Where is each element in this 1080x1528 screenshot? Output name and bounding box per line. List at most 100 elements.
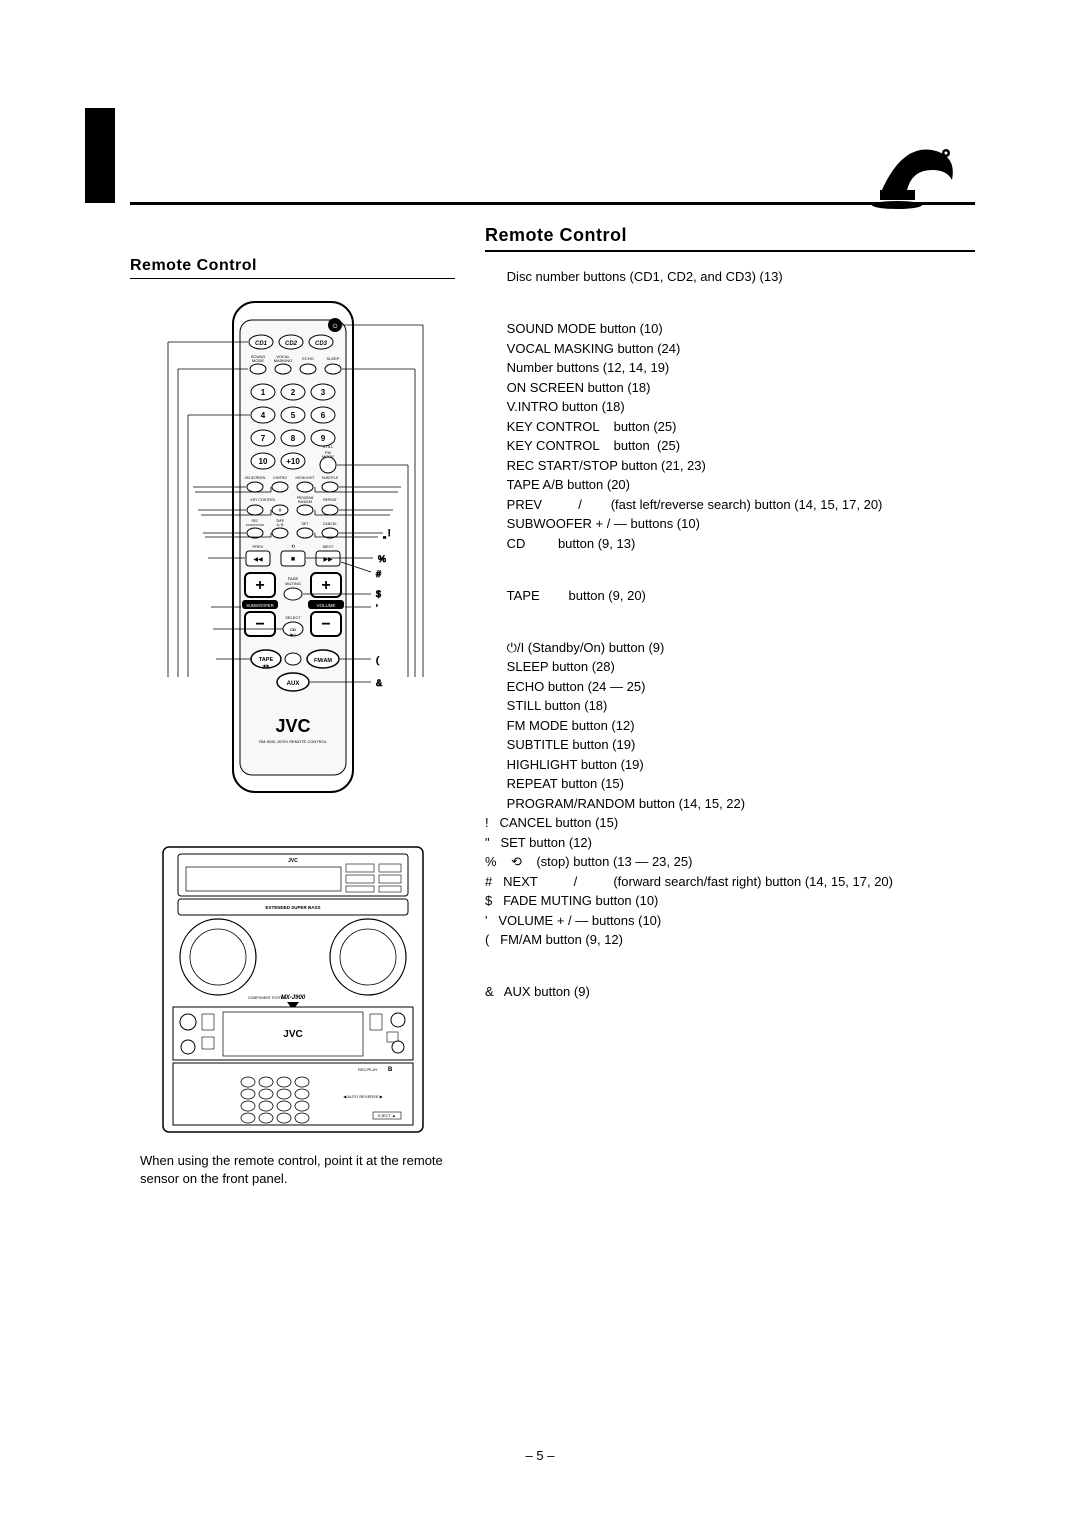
svg-text:+: + <box>255 577 264 594</box>
svg-text:ECHO: ECHO <box>302 356 314 361</box>
list-item: ⏻/I (Standby/On) button (9) <box>485 638 975 658</box>
svg-text:CD1: CD1 <box>254 341 267 347</box>
list-item: ECHO button (24 — 25) <box>485 677 975 697</box>
list-item: # NEXT / (forward search/fast right) but… <box>485 872 975 892</box>
list-item: ' VOLUME + / — buttons (10) <box>485 911 975 931</box>
list-item: FM MODE button (12) <box>485 716 975 736</box>
svg-text:◀ AUTO REVERSE ▶: ◀ AUTO REVERSE ▶ <box>343 1094 383 1099</box>
list-item <box>485 963 975 983</box>
svg-text:SLEEP: SLEEP <box>326 356 339 361</box>
svg-text:FM/AM: FM/AM <box>313 658 331 664</box>
svg-text:STILL: STILL <box>322 444 333 449</box>
list-item <box>485 300 975 320</box>
svg-text:NEXT: NEXT <box>322 544 333 549</box>
svg-text:+10: +10 <box>286 457 300 466</box>
left-caption: When using the remote control, point it … <box>130 1152 455 1187</box>
svg-text:−: − <box>255 616 264 633</box>
list-item: TAPE button (9, 20) <box>485 586 975 606</box>
list-item <box>485 566 975 586</box>
list-item: Disc number buttons (CD1, CD2, and CD3) … <box>485 267 975 287</box>
svg-text:SUBWOOFER: SUBWOOFER <box>246 603 273 608</box>
svg-text:": " <box>383 535 386 545</box>
list-item: STILL button (18) <box>485 696 975 716</box>
svg-text:JVC: JVC <box>283 1029 302 1040</box>
list-item: SUBWOOFER + / — buttons (10) <box>485 514 975 534</box>
list-item: REC START/STOP button (21, 23) <box>485 456 975 476</box>
top-divider <box>130 202 975 205</box>
svg-text:2: 2 <box>290 388 295 397</box>
svg-text:%: % <box>378 554 386 564</box>
svg-text:REC/PLAY: REC/PLAY <box>358 1067 378 1072</box>
list-item: ( FM/AM button (9, 12) <box>485 930 975 950</box>
svg-text:▶II: ▶II <box>290 632 295 637</box>
svg-text:KEY CONTROL: KEY CONTROL <box>250 498 275 502</box>
svg-text:PREV: PREV <box>252 544 263 549</box>
svg-text:HIGHLIGHT: HIGHLIGHT <box>295 476 315 480</box>
remote-diagram: ⏻ CD1 CD2 CD3 SOUND MODE VOCAL MASKING E… <box>130 287 455 817</box>
svg-text:#: # <box>278 508 281 514</box>
svg-text:CD3: CD3 <box>314 341 327 347</box>
left-section-title: Remote Control <box>130 257 455 279</box>
list-item: ON SCREEN button (18) <box>485 378 975 398</box>
svg-text:5: 5 <box>290 411 295 420</box>
svg-text:◀ ▶: ◀ ▶ <box>262 663 270 668</box>
svg-text:⏻: ⏻ <box>332 323 337 330</box>
list-item <box>485 618 975 638</box>
svg-text:EJECT ▲: EJECT ▲ <box>378 1113 396 1118</box>
svg-text:7: 7 <box>260 434 265 443</box>
svg-text:10: 10 <box>258 457 267 466</box>
svg-text:9: 9 <box>320 434 325 443</box>
list-item: TAPE A/B button (20) <box>485 475 975 495</box>
list-item: SOUND MODE button (10) <box>485 319 975 339</box>
list-item: " SET button (12) <box>485 833 975 853</box>
list-item: & AUX button (9) <box>485 982 975 1002</box>
svg-text:!: ! <box>388 528 391 538</box>
list-item: SLEEP button (28) <box>485 657 975 677</box>
svg-text:': ' <box>376 603 378 613</box>
svg-text:A / B: A / B <box>276 523 283 527</box>
svg-text:3: 3 <box>320 388 325 397</box>
svg-text:RM-SMX-J970V REMOTE CONTROL: RM-SMX-J970V REMOTE CONTROL <box>259 739 328 744</box>
svg-text:VOLUME: VOLUME <box>316 603 335 608</box>
svg-text:CD2: CD2 <box>284 341 297 347</box>
list-item: ! CANCEL button (15) <box>485 813 975 833</box>
list-item: PROGRAM/RANDOM button (14, 15, 22) <box>485 794 975 814</box>
svg-text:#: # <box>376 569 381 579</box>
svg-text:SET: SET <box>301 522 309 526</box>
svg-text:SELECT: SELECT <box>285 615 301 620</box>
button-description-list: Disc number buttons (CD1, CD2, and CD3) … <box>485 267 975 1002</box>
list-item: KEY CONTROL button (25) <box>485 417 975 437</box>
svg-text:COMPONENT SYSTEM: COMPONENT SYSTEM <box>248 996 286 1000</box>
svg-text:6: 6 <box>320 411 325 420</box>
svg-text:■: ■ <box>290 556 294 563</box>
list-item: CD button (9, 13) <box>485 534 975 554</box>
svg-text:EXTENDED SUPER BASS: EXTENDED SUPER BASS <box>265 905 320 910</box>
list-item: V.INTRO button (18) <box>485 397 975 417</box>
gramophone-icon <box>872 135 962 210</box>
svg-text:◀◀: ◀◀ <box>253 557 263 563</box>
list-item: % ⟲ (stop) button (13 — 23, 25) <box>485 852 975 872</box>
svg-text:+: + <box>321 577 330 594</box>
svg-text:RANDOM: RANDOM <box>297 500 312 504</box>
list-item: VOCAL MASKING button (24) <box>485 339 975 359</box>
svg-text:$: $ <box>376 589 381 599</box>
svg-text:MODE: MODE <box>252 358 264 363</box>
svg-text:START/STOP: START/STOP <box>245 523 264 527</box>
list-item: KEY CONTROL button (25) <box>485 436 975 456</box>
svg-text:B: B <box>388 1067 393 1073</box>
left-column: Remote Control ⏻ CD1 CD2 CD3 SOUND MODE … <box>130 225 455 1187</box>
svg-text:MUTING: MUTING <box>285 581 301 586</box>
list-item: SUBTITLE button (19) <box>485 735 975 755</box>
svg-text:&: & <box>376 678 382 688</box>
svg-text:REPEAT: REPEAT <box>323 498 338 502</box>
list-item: $ FADE MUTING button (10) <box>485 891 975 911</box>
list-item: HIGHLIGHT button (19) <box>485 755 975 775</box>
svg-text:8: 8 <box>290 434 295 443</box>
right-column: Remote Control Disc number buttons (CD1,… <box>485 225 975 1187</box>
svg-text:ON SCREEN: ON SCREEN <box>244 476 265 480</box>
stereo-diagram: JVC EXTENDED SUPER BASS MX-J900 COMPONEN… <box>130 842 455 1142</box>
list-item: PREV / (fast left/reverse search) button… <box>485 495 975 515</box>
svg-text:1: 1 <box>260 388 265 397</box>
right-section-title: Remote Control <box>485 225 975 252</box>
section-tab-black <box>85 108 115 203</box>
